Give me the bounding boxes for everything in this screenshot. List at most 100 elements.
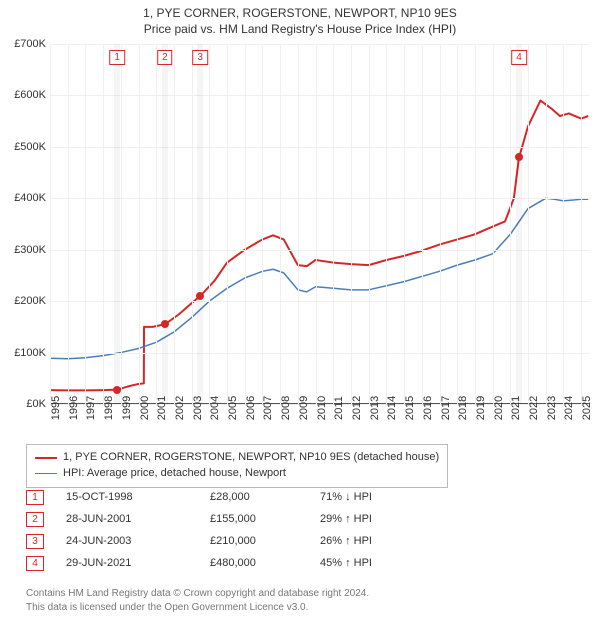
transaction-delta: 71% ↓ HPI (320, 491, 440, 503)
y-axis-label: £200K (14, 295, 46, 307)
x-axis-label: 2025 (581, 396, 593, 420)
x-gridline (85, 44, 86, 404)
x-gridline (546, 44, 547, 404)
transaction-index: 1 (26, 490, 44, 505)
transaction-table: 115-OCT-1998£28,00071% ↓ HPI 228-JUN-2001… (26, 490, 440, 578)
x-axis-label: 1997 (85, 396, 97, 420)
series-svg (50, 44, 590, 404)
x-axis-label: 2024 (563, 396, 575, 420)
transaction-price: £155,000 (210, 513, 320, 525)
x-gridline (121, 44, 122, 404)
x-gridline (475, 44, 476, 404)
transaction-marker (515, 153, 523, 161)
title-block: 1, PYE CORNER, ROGERSTONE, NEWPORT, NP10… (0, 0, 600, 37)
x-gridline (68, 44, 69, 404)
x-gridline (440, 44, 441, 404)
x-axis-label: 2015 (404, 396, 416, 420)
transaction-row: 228-JUN-2001£155,00029% ↑ HPI (26, 512, 440, 527)
x-gridline (510, 44, 511, 404)
transaction-band (197, 44, 203, 404)
legend-row-hpi: HPI: Average price, detached house, Newp… (35, 466, 439, 482)
x-axis-label: 2011 (333, 396, 345, 420)
series-line-subject (50, 101, 588, 391)
x-gridline (174, 44, 175, 404)
y-axis-label: £700K (14, 38, 46, 50)
transaction-delta: 45% ↑ HPI (320, 557, 440, 569)
y-axis-label: £300K (14, 244, 46, 256)
chart-area: £0K£100K£200K£300K£400K£500K£600K£700K19… (50, 44, 590, 404)
y-axis-label: £500K (14, 141, 46, 153)
transaction-date: 29-JUN-2021 (44, 557, 210, 569)
x-gridline (192, 44, 193, 404)
x-gridline (156, 44, 157, 404)
x-gridline (404, 44, 405, 404)
x-gridline (262, 44, 263, 404)
title-line-1: 1, PYE CORNER, ROGERSTONE, NEWPORT, NP10… (0, 6, 600, 22)
x-axis-label: 2023 (546, 396, 558, 420)
x-gridline (139, 44, 140, 404)
x-gridline (422, 44, 423, 404)
x-axis-label: 2004 (209, 396, 221, 420)
y-gridline (50, 250, 590, 251)
series-line-hpi (50, 198, 588, 358)
x-axis-label: 2018 (457, 396, 469, 420)
x-gridline (386, 44, 387, 404)
transaction-date: 28-JUN-2001 (44, 513, 210, 525)
x-axis-label: 1995 (50, 396, 62, 420)
x-axis-label: 2013 (369, 396, 381, 420)
transaction-badge: 2 (157, 50, 173, 65)
y-axis-label: £100K (14, 347, 46, 359)
legend-label-hpi: HPI: Average price, detached house, Newp… (63, 466, 286, 482)
x-gridline (581, 44, 582, 404)
y-gridline (50, 44, 590, 45)
x-gridline (457, 44, 458, 404)
x-gridline (351, 44, 352, 404)
legend-swatch-subject (35, 457, 57, 459)
legend: 1, PYE CORNER, ROGERSTONE, NEWPORT, NP10… (26, 444, 448, 488)
legend-label-subject: 1, PYE CORNER, ROGERSTONE, NEWPORT, NP10… (63, 450, 439, 466)
transaction-badge: 4 (511, 50, 527, 65)
x-gridline (298, 44, 299, 404)
x-gridline (369, 44, 370, 404)
x-axis-label: 2000 (139, 396, 151, 420)
transaction-row: 115-OCT-1998£28,00071% ↓ HPI (26, 490, 440, 505)
x-axis-label: 1999 (121, 396, 133, 420)
x-axis-label: 2016 (422, 396, 434, 420)
x-axis-label: 2019 (475, 396, 487, 420)
transaction-row: 324-JUN-2003£210,00026% ↑ HPI (26, 534, 440, 549)
transaction-marker (113, 386, 121, 394)
transaction-index: 3 (26, 534, 44, 549)
y-gridline (50, 198, 590, 199)
x-gridline (528, 44, 529, 404)
transaction-price: £480,000 (210, 557, 320, 569)
transaction-marker (161, 320, 169, 328)
y-axis-label: £400K (14, 192, 46, 204)
y-gridline (50, 95, 590, 96)
title-line-2: Price paid vs. HM Land Registry's House … (0, 22, 600, 38)
x-gridline (333, 44, 334, 404)
x-axis-label: 1996 (68, 396, 80, 420)
x-gridline (209, 44, 210, 404)
transaction-index: 4 (26, 556, 44, 571)
x-axis-label: 2014 (386, 396, 398, 420)
x-axis-label: 2017 (440, 396, 452, 420)
transaction-delta: 26% ↑ HPI (320, 535, 440, 547)
x-axis-label: 2002 (174, 396, 186, 420)
x-axis-label: 2020 (493, 396, 505, 420)
transaction-price: £28,000 (210, 491, 320, 503)
x-gridline (50, 44, 51, 404)
x-axis-label: 2010 (316, 396, 328, 420)
x-gridline (103, 44, 104, 404)
x-axis-label: 2022 (528, 396, 540, 420)
transaction-badge: 3 (192, 50, 208, 65)
x-gridline (280, 44, 281, 404)
chart-container: 1, PYE CORNER, ROGERSTONE, NEWPORT, NP10… (0, 0, 600, 620)
footer-line-2: This data is licensed under the Open Gov… (26, 601, 590, 615)
x-gridline (245, 44, 246, 404)
y-gridline (50, 353, 590, 354)
transaction-index: 2 (26, 512, 44, 527)
x-gridline (316, 44, 317, 404)
x-axis-label: 2012 (351, 396, 363, 420)
transaction-badge: 1 (109, 50, 125, 65)
y-gridline (50, 147, 590, 148)
